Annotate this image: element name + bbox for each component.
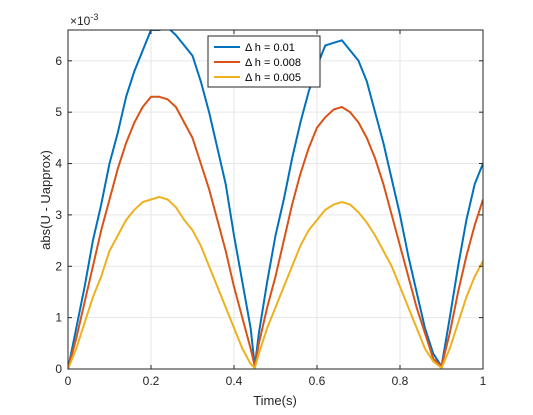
x-tick-label: 0.2 [143,374,160,388]
y-tick-label: 5 [55,105,62,119]
legend-label-2: Δ h = 0.005 [245,72,301,84]
axes: 0 0.2 0.4 0.6 0.8 1 0 1 2 3 4 5 6 [55,29,487,388]
y-tick-label: 0 [55,362,62,376]
series-line-1 [68,95,483,369]
x-axis-label: Time(s) [253,393,297,408]
x-tick-label: 0.4 [226,374,243,388]
y-tick-label: 2 [55,259,62,273]
axes-box [67,29,484,370]
y-exponent-label: ×10-3 [70,12,98,28]
series-line-2 [68,195,483,369]
series-line-0 [68,30,483,369]
x-tick-label: 0.6 [309,374,326,388]
legend-label-0: Δ h = 0.01 [245,42,295,54]
y-tick-label: 1 [55,311,62,325]
y-tick-label: 6 [55,54,62,68]
y-axis-label: abs(U - Uapprox) [38,150,53,250]
plot-area [68,30,483,369]
y-tick-label: 4 [55,157,62,171]
legend-label-1: Δ h = 0.008 [245,57,301,69]
x-tick-label: 0.8 [392,374,409,388]
x-tick-label: 0 [65,374,72,388]
y-tick-label: 3 [55,208,62,222]
legend: Δ h = 0.01 Δ h = 0.008 Δ h = 0.005 [207,35,321,88]
x-tick-label: 1 [480,374,487,388]
